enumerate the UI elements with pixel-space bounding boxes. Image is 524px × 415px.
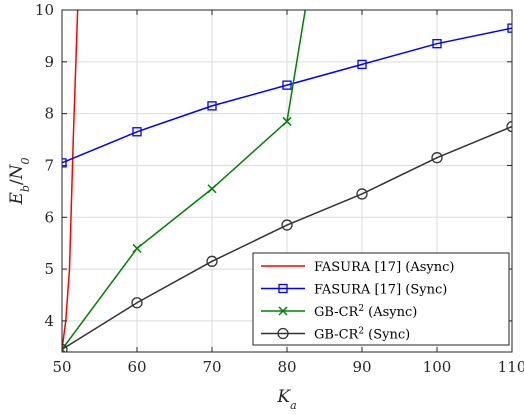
axis-ticks: 50 60 70 80 90 100 110 4 5 6 7 8 9 10 <box>35 1 524 376</box>
series-4-circle-marker <box>356 188 368 200</box>
y-tick-label: 9 <box>44 53 54 71</box>
x-tick-label: 50 <box>52 358 71 376</box>
x-marker-stroke <box>207 184 217 194</box>
legend-entry-4: GB-CR2 (Sync) <box>261 327 410 343</box>
x-tick-label: 100 <box>423 358 452 376</box>
series-4-circle-marker <box>206 255 218 267</box>
series-4-line <box>62 125 512 351</box>
y-tick-label: 8 <box>44 105 54 123</box>
x-marker-stroke <box>132 243 142 253</box>
series-4-circle-marker <box>506 120 512 133</box>
series-4-circle-marker <box>281 219 293 231</box>
x-tick-label: 110 <box>498 358 524 376</box>
legend-entry-2: FASURA [17] (Sync) <box>261 283 447 298</box>
legend-label: GB-CR2 (Sync) <box>314 327 410 343</box>
series-2-square-marker <box>62 158 67 168</box>
x-tick-label: 70 <box>202 358 221 376</box>
legend-x-marker <box>278 306 288 316</box>
series-3-x-marker <box>132 243 142 253</box>
legend-circle-marker <box>277 327 289 340</box>
legend-label-main: GB-CR <box>314 305 360 320</box>
x-marker-stroke <box>278 306 288 316</box>
legend: FASURA [17] (Async) FASURA [17] (Sync) GB-… <box>252 252 510 346</box>
legend-label: FASURA [17] (Async) <box>314 260 454 275</box>
x-tick-label: 60 <box>127 358 146 376</box>
x-tick-label: 90 <box>352 358 371 376</box>
series-2-square-marker <box>507 23 512 33</box>
series-2-square-marker <box>357 59 367 70</box>
legend-label: GB-CR2 (Async) <box>314 304 417 320</box>
x-axis-label: Ka <box>276 387 296 412</box>
series-layer <box>62 10 512 352</box>
legend-label-main: FASURA [17] (Async) <box>314 260 454 275</box>
legend-label-main: GB-CR <box>314 328 360 343</box>
series-4-circle-marker <box>131 297 143 309</box>
legend-label-main: FASURA [17] (Sync) <box>314 283 447 298</box>
y-tick-label: 6 <box>44 208 54 226</box>
series-3-x-marker <box>207 184 217 194</box>
legend-box <box>252 252 510 346</box>
series-4-circle-marker <box>431 152 443 164</box>
legend-label-superscript: 2 <box>358 304 364 314</box>
series-4-circle-marker <box>62 343 68 352</box>
legend-entry-3: GB-CR2 (Async) <box>261 304 417 320</box>
series-2-square-marker <box>432 39 442 49</box>
y-axis-label: Eb/N0 <box>7 157 32 205</box>
legend-label-superscript: 2 <box>358 327 364 337</box>
legend-square-marker <box>278 283 288 294</box>
y-tick-label: 7 <box>44 156 54 174</box>
legend-label-suffix: (Sync) <box>364 328 410 343</box>
series-3-x-marker <box>282 116 292 126</box>
y-tick-label: 5 <box>44 260 54 278</box>
series-1-line <box>62 10 79 350</box>
series-2-line <box>62 27 512 164</box>
series-2-square-marker <box>132 127 142 137</box>
y-tick-label: 4 <box>44 312 54 330</box>
x-tick-label: 80 <box>277 358 296 376</box>
y-tick-label: 10 <box>35 1 54 19</box>
series-3-x-marker <box>62 344 67 352</box>
legend-label-suffix: (Async) <box>364 305 417 320</box>
x-marker-stroke <box>62 344 67 351</box>
x-marker-stroke <box>282 116 292 126</box>
series-2-square-marker <box>207 101 217 111</box>
legend-label: FASURA [17] (Sync) <box>314 283 447 298</box>
series-2-square-marker <box>282 80 292 90</box>
legend-entry-1: FASURA [17] (Async) <box>261 260 454 275</box>
